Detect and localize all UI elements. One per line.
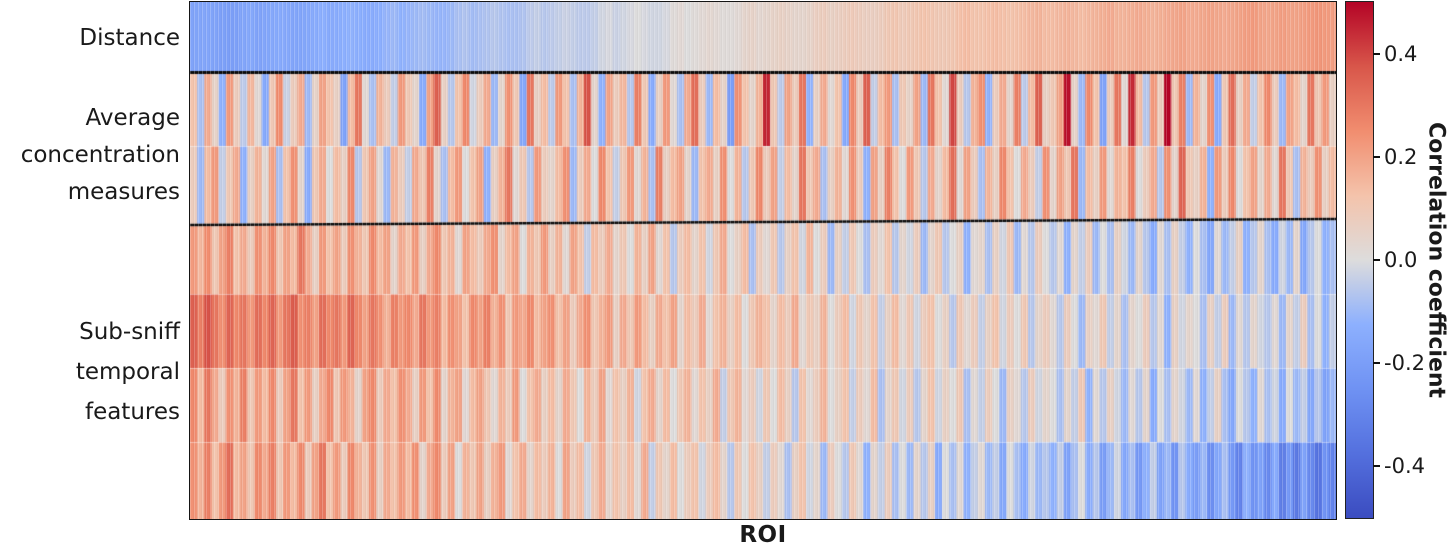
row-group-label-line: measures bbox=[67, 179, 180, 205]
row-group-label-line: Distance bbox=[79, 25, 180, 51]
colorbar-tick-mark bbox=[1373, 155, 1380, 158]
row-group-label-average-concentration-measures: Average concentration measures bbox=[0, 100, 180, 211]
colorbar-tick-mark bbox=[1373, 362, 1380, 365]
colorbar-tick-label: 0.2 bbox=[1384, 144, 1418, 169]
row-group-label-line: concentration bbox=[20, 142, 180, 168]
colorbar-tick-label: 0.0 bbox=[1384, 248, 1418, 272]
row-group-label-sub-sniff-temporal-features: Sub-sniff temporal features bbox=[0, 312, 180, 432]
colorbar-gradient bbox=[1346, 2, 1373, 518]
colorbar-tick-mark bbox=[1373, 52, 1380, 55]
colorbar-tick-mark bbox=[1373, 259, 1380, 261]
colorbar-tick-mark bbox=[1373, 465, 1380, 468]
colorbar bbox=[1345, 1, 1374, 519]
colorbar-tick-label: 0.4 bbox=[1384, 41, 1418, 66]
row-group-label-line: Sub-sniff bbox=[79, 319, 180, 345]
colorbar-tick-label: -0.4 bbox=[1384, 454, 1425, 479]
x-axis-label: ROI bbox=[739, 522, 787, 548]
colorbar-ticks: 0.4 0.2 0.0 -0.2 -0.4 bbox=[1373, 2, 1453, 518]
row-group-label-line: features bbox=[84, 399, 180, 425]
heatmap-canvas bbox=[189, 1, 1337, 520]
colorbar-tick-label: -0.2 bbox=[1384, 351, 1425, 376]
row-group-label-line: Average bbox=[85, 105, 180, 131]
row-group-label-distance: Distance bbox=[0, 24, 180, 52]
colorbar-axis-label: Correlation coefficient bbox=[1423, 121, 1449, 399]
row-group-label-line: temporal bbox=[75, 359, 180, 385]
